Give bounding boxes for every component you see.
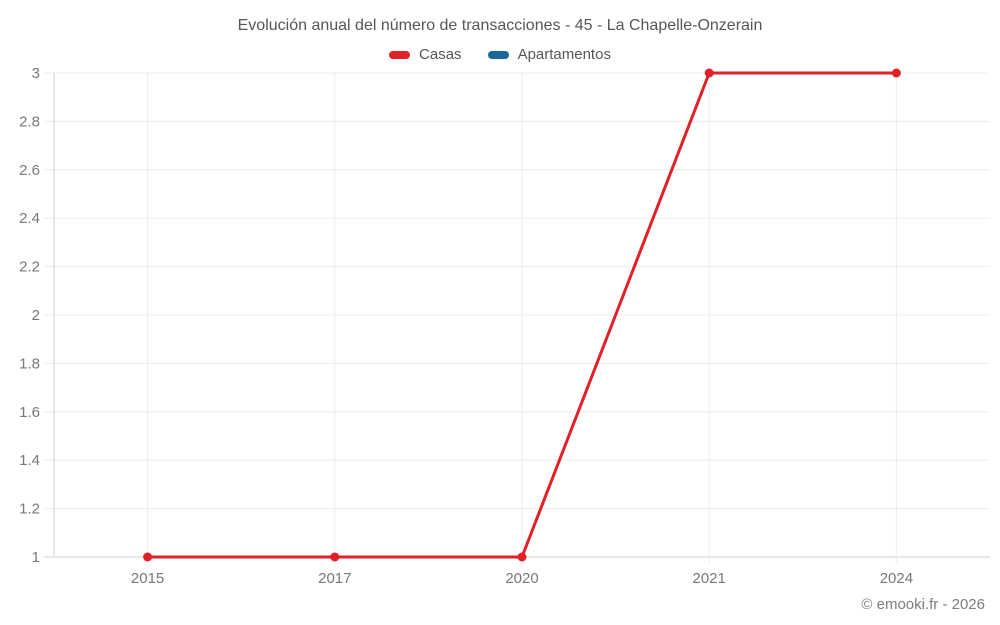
legend-swatch-apartamentos xyxy=(487,50,509,59)
y-tick-label: 1.4 xyxy=(19,452,40,469)
y-tick-label: 2.8 xyxy=(19,113,40,130)
x-tick-label: 2017 xyxy=(318,570,351,587)
y-tick-label: 1.8 xyxy=(19,355,40,372)
y-tick-label: 2 xyxy=(32,307,40,324)
x-tick-label: 2015 xyxy=(131,570,164,587)
y-tick-label: 3 xyxy=(32,65,40,82)
data-point-casas xyxy=(704,68,714,78)
y-tick-label: 1.2 xyxy=(19,501,40,518)
y-tick-label: 2.2 xyxy=(19,259,40,276)
data-point-casas xyxy=(517,552,527,562)
y-tick-label: 1 xyxy=(32,549,40,566)
legend-label-apartamentos: Apartamentos xyxy=(517,46,611,63)
legend-label-casas: Casas xyxy=(419,46,462,63)
legend-item-casas[interactable]: Casas xyxy=(389,46,462,63)
copyright-credit: © emooki.fr - 2026 xyxy=(861,596,985,613)
data-point-casas xyxy=(143,552,153,562)
legend-swatch-casas xyxy=(389,50,411,59)
legend-item-apartamentos[interactable]: Apartamentos xyxy=(487,46,611,63)
legend: Casas Apartamentos xyxy=(0,46,1000,63)
x-tick-label: 2021 xyxy=(693,570,726,587)
y-tick-label: 2.6 xyxy=(19,162,40,179)
y-tick-label: 2.4 xyxy=(19,210,40,227)
y-tick-label: 1.6 xyxy=(19,404,40,421)
data-point-casas xyxy=(330,552,340,562)
chart-title: Evolución anual del número de transaccio… xyxy=(237,17,763,34)
x-tick-label: 2020 xyxy=(505,570,538,587)
x-tick-label: 2024 xyxy=(880,570,913,587)
data-point-casas xyxy=(891,68,901,78)
